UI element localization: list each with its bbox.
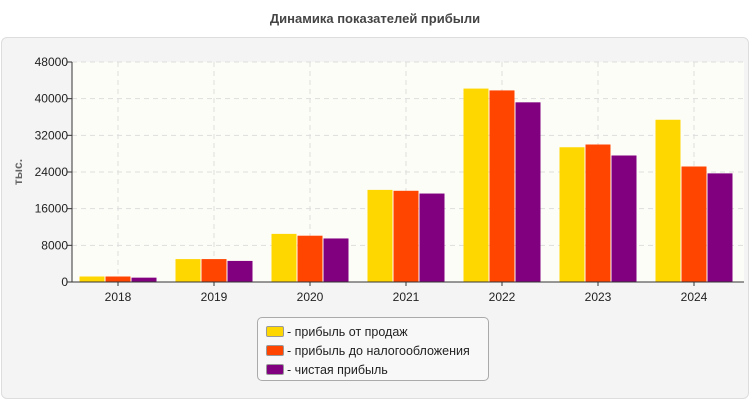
legend-swatch bbox=[266, 364, 284, 375]
y-tick-label: 40000 bbox=[35, 92, 69, 106]
x-tick-label: 2019 bbox=[201, 290, 228, 304]
bar bbox=[393, 190, 419, 282]
y-tick-label: 32000 bbox=[35, 128, 69, 142]
legend-swatch bbox=[266, 345, 284, 356]
bar bbox=[463, 88, 489, 282]
bar bbox=[297, 235, 323, 282]
bar bbox=[227, 260, 253, 282]
legend-label: - чистая прибыль bbox=[287, 362, 388, 377]
legend-item: - прибыль до налогообложения bbox=[266, 341, 488, 360]
bar bbox=[707, 173, 733, 282]
bar bbox=[201, 259, 227, 282]
y-tick-label: 16000 bbox=[35, 202, 69, 216]
bar bbox=[611, 155, 637, 282]
bar bbox=[105, 276, 131, 282]
x-tick-label: 2021 bbox=[393, 290, 420, 304]
y-tick-label: 24000 bbox=[35, 165, 69, 179]
x-tick-label: 2022 bbox=[489, 290, 516, 304]
y-axis-label: тыс. bbox=[11, 159, 25, 185]
chart-title: Динамика показателей прибыли bbox=[269, 11, 481, 26]
y-tick-label: 8000 bbox=[41, 238, 68, 252]
bar bbox=[175, 259, 201, 282]
x-tick-label: 2023 bbox=[585, 290, 612, 304]
y-tick-label: 48000 bbox=[35, 55, 69, 69]
legend-item: - чистая прибыль bbox=[266, 360, 488, 379]
x-tick-label: 2020 bbox=[297, 290, 324, 304]
bar bbox=[681, 166, 707, 282]
bar bbox=[323, 238, 349, 282]
bar bbox=[131, 277, 157, 282]
bar bbox=[489, 90, 515, 283]
y-tick-label: 0 bbox=[61, 275, 68, 289]
x-tick-label: 2024 bbox=[681, 290, 708, 304]
legend-label: - прибыль от продаж bbox=[287, 324, 408, 339]
legend-item: - прибыль от продаж bbox=[266, 322, 488, 341]
x-tick-label: 2018 bbox=[105, 290, 132, 304]
legend-swatch bbox=[266, 326, 284, 337]
bar bbox=[419, 193, 445, 282]
bar bbox=[559, 147, 585, 282]
bar bbox=[367, 189, 393, 282]
bar bbox=[271, 233, 297, 282]
legend-label: - прибыль до налогообложения bbox=[287, 343, 470, 358]
bar bbox=[655, 119, 681, 282]
bar bbox=[515, 102, 541, 282]
bar bbox=[79, 276, 105, 282]
bar bbox=[585, 144, 611, 282]
legend: - прибыль от продаж - прибыль до налогоо… bbox=[257, 317, 489, 381]
